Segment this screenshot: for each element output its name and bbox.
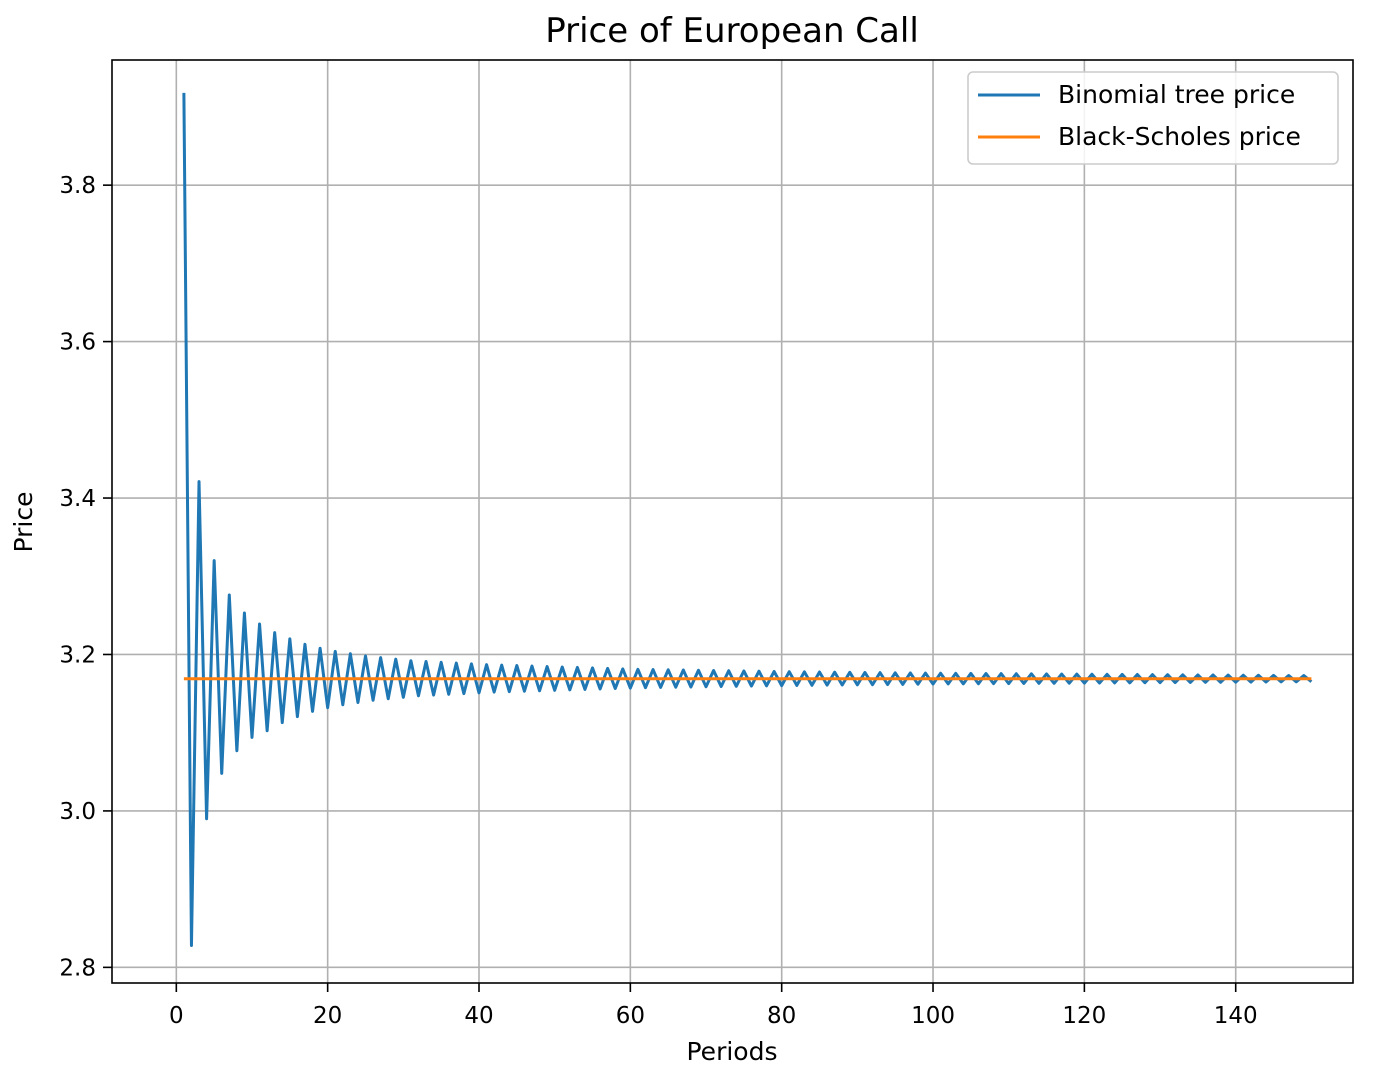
grid — [112, 60, 1353, 983]
y-tick-label: 3.8 — [59, 173, 96, 199]
x-axis-ticks: 0 20 40 60 80 100 120 140 — [169, 983, 1258, 1029]
y-axis-ticks: 2.8 3.0 3.2 3.4 3.6 3.8 — [59, 173, 112, 981]
y-tick-label: 2.8 — [59, 955, 96, 981]
x-tick-label: 140 — [1214, 1003, 1258, 1029]
plot-lines — [182, 92, 1313, 947]
x-tick-label: 80 — [767, 1003, 796, 1029]
y-tick-label: 3.6 — [59, 330, 96, 356]
x-tick-label: 60 — [616, 1003, 645, 1029]
x-tick-label: 120 — [1062, 1003, 1106, 1029]
plot-frame — [111, 59, 1354, 984]
x-tick-label: 100 — [911, 1003, 955, 1029]
legend-label-binomial: Binomial tree price — [1058, 80, 1295, 109]
x-tick-label: 0 — [169, 1003, 184, 1029]
legend-label-black-scholes: Black-Scholes price — [1058, 122, 1301, 151]
legend-box — [967, 71, 1339, 165]
x-axis-label: Periods — [687, 1037, 778, 1066]
y-tick-label: 3.4 — [59, 486, 96, 512]
series-line-binomial-tree-price — [182, 92, 1313, 947]
y-tick-label: 3.2 — [59, 642, 96, 668]
x-tick-label: 20 — [313, 1003, 342, 1029]
y-tick-label: 3.0 — [59, 799, 96, 825]
chart-title: Price of European Call — [545, 11, 919, 51]
x-tick-label: 40 — [464, 1003, 493, 1029]
y-axis-label: Price — [9, 492, 38, 553]
legend: Binomial tree price Black-Scholes price — [967, 71, 1339, 165]
